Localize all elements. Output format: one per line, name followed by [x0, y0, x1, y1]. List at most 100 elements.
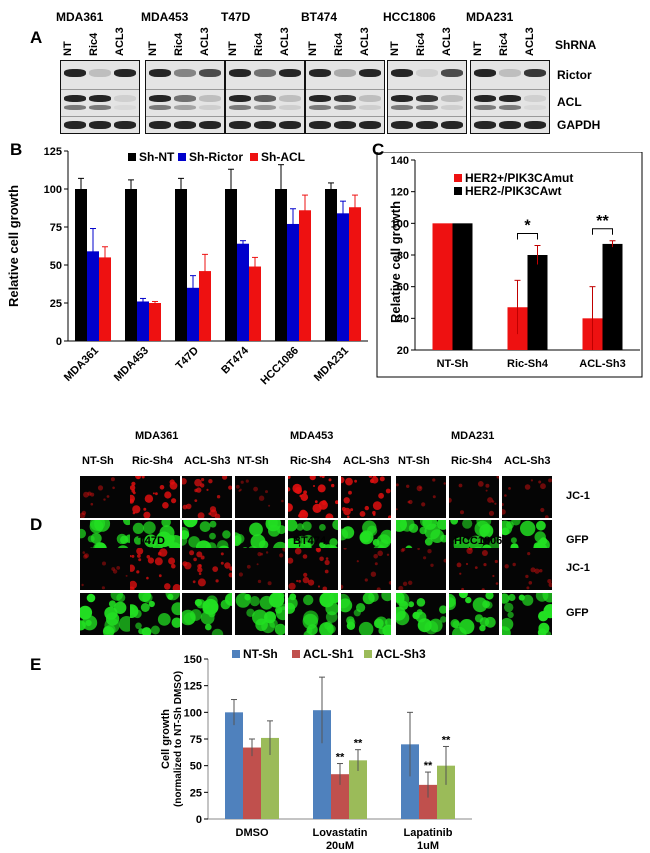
jc1-spot — [144, 494, 154, 503]
chart-e-ylabel2: (normalized to NT-Sh DMSO) — [173, 671, 184, 807]
jc1-spot — [257, 552, 262, 557]
jc1-tile-bt474-2 — [341, 548, 391, 590]
jc1-spot — [449, 497, 452, 503]
jc1-spot — [341, 476, 345, 484]
blot-lane-label-hcc1806-ric4: Ric4 — [415, 32, 427, 56]
jc1-spot — [162, 502, 169, 509]
blot-band — [334, 105, 356, 110]
jc1-spot — [432, 478, 436, 482]
jc1-spot — [97, 485, 104, 491]
blot-band — [359, 69, 381, 77]
jc1-spot — [147, 557, 154, 564]
gfp-tile-bt474-0 — [235, 593, 285, 635]
chart-c-category-1: Ric-Sh4 — [507, 358, 549, 370]
jc1-spot — [492, 574, 495, 578]
jc1-spot — [309, 476, 316, 481]
chart-e-significance-3: ** — [442, 734, 451, 746]
jc1-spot — [208, 479, 213, 484]
blot-band — [474, 121, 496, 129]
gfp-cell — [396, 520, 407, 532]
jc1-spot — [359, 511, 366, 517]
jc1-spot — [130, 564, 135, 572]
jc1-spot — [379, 476, 385, 482]
jc1-spot — [152, 492, 155, 495]
blot-strip-divider — [61, 116, 139, 117]
blot-band — [174, 95, 196, 102]
gfp-cell — [520, 520, 536, 537]
jc1-spot — [206, 488, 209, 491]
chart-b-ytick-label-0: 0 — [56, 336, 62, 348]
jc1-spot — [296, 579, 299, 583]
microscopy-row-label-gfp-top: GFP — [566, 534, 589, 546]
jc1-spot — [308, 579, 315, 586]
jc1-spot — [324, 569, 329, 574]
gfp-cell — [416, 598, 426, 607]
gfp-tile-hcc1806-1 — [449, 593, 499, 635]
gfp-cell — [159, 525, 175, 541]
blot-cell-line-t47d: T47D — [221, 10, 251, 24]
blot-image-hcc1806 — [387, 60, 467, 134]
blot-strip-divider — [146, 116, 224, 117]
blot-lane-label-mda453-nt: NT — [147, 41, 159, 56]
jc1-tile-mda361-0 — [80, 476, 130, 518]
chart-b-bar-4-0 — [275, 189, 287, 341]
jc1-tile-mda453-0-image — [235, 479, 284, 507]
chart-c-bar-0-1 — [452, 223, 473, 350]
gfp-cell — [472, 597, 488, 613]
blot-band — [334, 95, 356, 102]
jc1-spot — [485, 489, 488, 492]
jc1-spot — [83, 554, 88, 559]
gfp-cell — [452, 626, 467, 635]
jc1-spot — [407, 500, 411, 504]
blot-lane-label-t47d-nt: NT — [227, 41, 239, 56]
gfp-cell — [161, 520, 171, 527]
gfp-cell — [489, 537, 499, 552]
jc1-spot — [378, 492, 384, 499]
gfp-cell — [90, 532, 102, 544]
jc1-spot — [189, 550, 195, 556]
jc1-spot — [240, 480, 244, 484]
jc1-tile-hcc1806-0-image — [398, 548, 446, 590]
blot-lane-label-mda361-nt: NT — [62, 41, 74, 56]
jc1-spot — [421, 502, 426, 507]
chart-b-bar-3-0 — [225, 189, 237, 341]
panel-c-bar-chart: 20 40 60 80 100 120 140 NT-Sh Ric-Sh4 ACL-Sh3 Rela… — [376, 152, 643, 378]
chart-e-ytick-label-1: 25 — [190, 787, 202, 799]
blot-band — [89, 69, 111, 77]
gfp-cell — [362, 593, 375, 605]
jc1-spot — [398, 585, 404, 590]
blot-band — [359, 95, 381, 102]
gfp-cell — [502, 593, 510, 604]
chart-b-ytick-label-1: 25 — [50, 298, 62, 310]
blot-band — [309, 95, 331, 102]
gfp-tile-bt474-2-image — [341, 593, 391, 635]
blot-band — [149, 105, 171, 110]
gfp-cell — [140, 603, 150, 612]
jc1-spot — [324, 559, 330, 566]
chart-b-ylabel: Relative cell growth — [6, 185, 21, 307]
jc1-tile-mda453-1-image — [288, 476, 338, 518]
blot-strip-divider — [471, 116, 549, 117]
gfp-tile-t47d-0 — [80, 593, 130, 635]
jc1-spot — [526, 586, 530, 590]
jc1-spot — [87, 491, 92, 496]
jc1-spot — [136, 548, 144, 555]
blot-band — [174, 69, 196, 77]
jc1-tile-mda231-0-image — [396, 478, 446, 511]
gfp-cell — [194, 599, 202, 607]
jc1-spot — [460, 510, 464, 515]
microscopy-column-mda231-1: Ric-Sh4 — [451, 455, 492, 467]
jc1-spot — [341, 584, 344, 590]
gfp-cell — [182, 526, 190, 540]
blot-band — [391, 95, 413, 102]
jc1-spot — [220, 561, 224, 565]
chart-c-frame — [376, 152, 643, 378]
chart-c-significance-0: * — [524, 218, 531, 235]
jc1-tile-mda453-2 — [341, 476, 391, 518]
jc1-spot — [461, 587, 464, 590]
jc1-spot — [282, 548, 285, 552]
jc1-spot — [198, 572, 202, 576]
chart-e-category-1-line-0: Lovastatin — [312, 827, 367, 839]
chart-e-ytick-label-4: 100 — [184, 707, 202, 719]
chart-e-bar-2-2 — [437, 765, 455, 819]
